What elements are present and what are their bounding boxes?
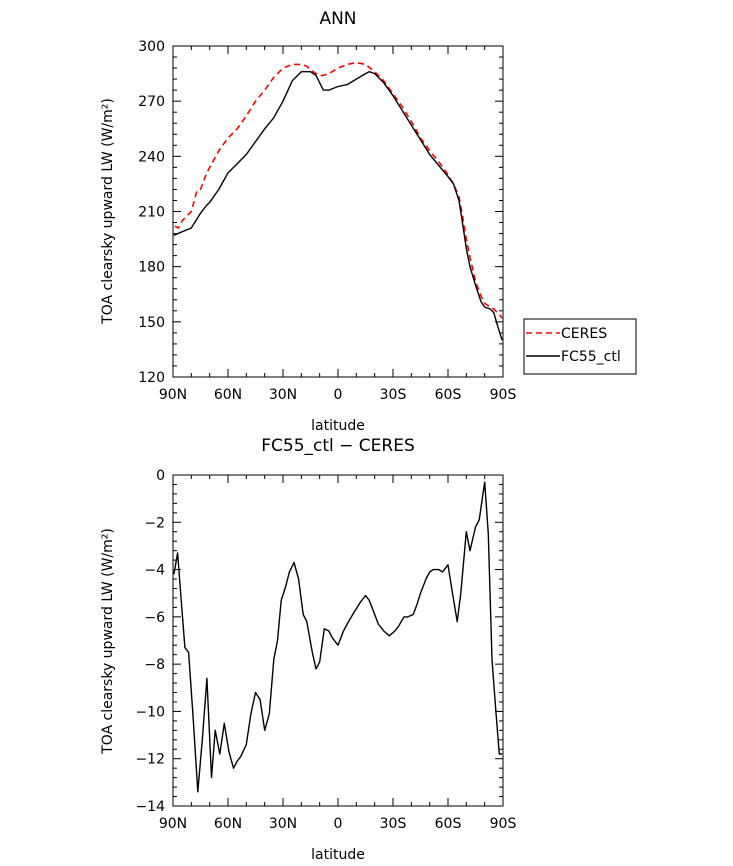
top-y-tick-labels: 120 150 180 210 240 270 300: [138, 39, 165, 386]
top-plot-frame: [172, 45, 504, 378]
bottom-y-tick-label: 0: [156, 468, 165, 484]
top-x-axis-label: latitude: [311, 418, 365, 434]
top-y-tick-label: 120: [138, 370, 165, 386]
top-series-layer: [173, 61, 503, 341]
top-x-tick-label: 0: [334, 387, 343, 403]
top-x-tick-label: 30S: [380, 387, 407, 403]
legend: CERES FC55_ctl: [523, 318, 637, 375]
top-y-tick-label: 300: [138, 39, 165, 55]
bottom-y-tick-label: −4: [144, 563, 165, 579]
top-series-line-fc55-ctl: [173, 70, 503, 341]
top-x-tick-label: 60S: [435, 387, 462, 403]
bottom-series-line-difference: [173, 481, 503, 793]
bottom-panel: FC55_ctl − CERES 90N 60N 30N 0 30S 60S 90S −14…: [100, 436, 516, 863]
bottom-y-axis-label: TOA clearsky upward LW (W/m²): [100, 528, 116, 755]
top-panel: ANN 90N 60N 30N 0 30S 60S 90S 120 150 180 210 240 2…: [100, 9, 637, 434]
top-axis-ticks: [172, 45, 504, 378]
bottom-plot-frame: [172, 474, 504, 807]
top-x-tick-label: 30N: [269, 387, 297, 403]
bottom-x-tick-label: 90N: [159, 816, 187, 832]
bottom-chart-title: FC55_ctl − CERES: [261, 436, 415, 456]
bottom-x-tick-label: 90S: [490, 816, 517, 832]
top-y-tick-label: 270: [138, 94, 165, 110]
bottom-y-tick-label: −8: [144, 657, 165, 673]
legend-box: [523, 318, 637, 375]
top-y-axis-label: TOA clearsky upward LW (W/m²): [100, 98, 116, 325]
legend-label-ceres: CERES: [561, 326, 607, 342]
bottom-series-layer: [173, 481, 503, 793]
top-y-tick-label: 240: [138, 149, 165, 165]
bottom-y-tick-label: −10: [135, 704, 165, 720]
top-x-tick-label: 90S: [490, 387, 517, 403]
bottom-x-axis-label: latitude: [311, 847, 365, 863]
bottom-y-tick-label: −6: [144, 610, 165, 626]
bottom-y-tick-label: −12: [135, 752, 165, 768]
top-y-tick-label: 210: [138, 205, 165, 221]
bottom-x-tick-labels: 90N 60N 30N 0 30S 60S 90S: [159, 816, 517, 832]
top-y-tick-label: 150: [138, 315, 165, 331]
top-series-line-ceres: [174, 61, 503, 319]
legend-label-fc55: FC55_ctl: [561, 349, 621, 365]
bottom-x-tick-label: 0: [334, 816, 343, 832]
bottom-x-tick-label: 60S: [435, 816, 462, 832]
top-x-tick-label: 90N: [159, 387, 187, 403]
bottom-x-tick-label: 30S: [380, 816, 407, 832]
top-chart-title: ANN: [319, 9, 356, 29]
top-x-tick-label: 60N: [214, 387, 242, 403]
bottom-y-tick-labels: −14 −12 −10 −8 −6 −4 −2 0: [135, 468, 165, 815]
top-x-tick-labels: 90N 60N 30N 0 30S 60S 90S: [159, 387, 517, 403]
bottom-axis-ticks: [172, 474, 504, 807]
top-y-tick-label: 180: [138, 260, 165, 276]
bottom-y-tick-label: −2: [144, 515, 165, 531]
bottom-x-tick-label: 60N: [214, 816, 242, 832]
bottom-y-tick-label: −14: [135, 799, 165, 815]
bottom-x-tick-label: 30N: [269, 816, 297, 832]
